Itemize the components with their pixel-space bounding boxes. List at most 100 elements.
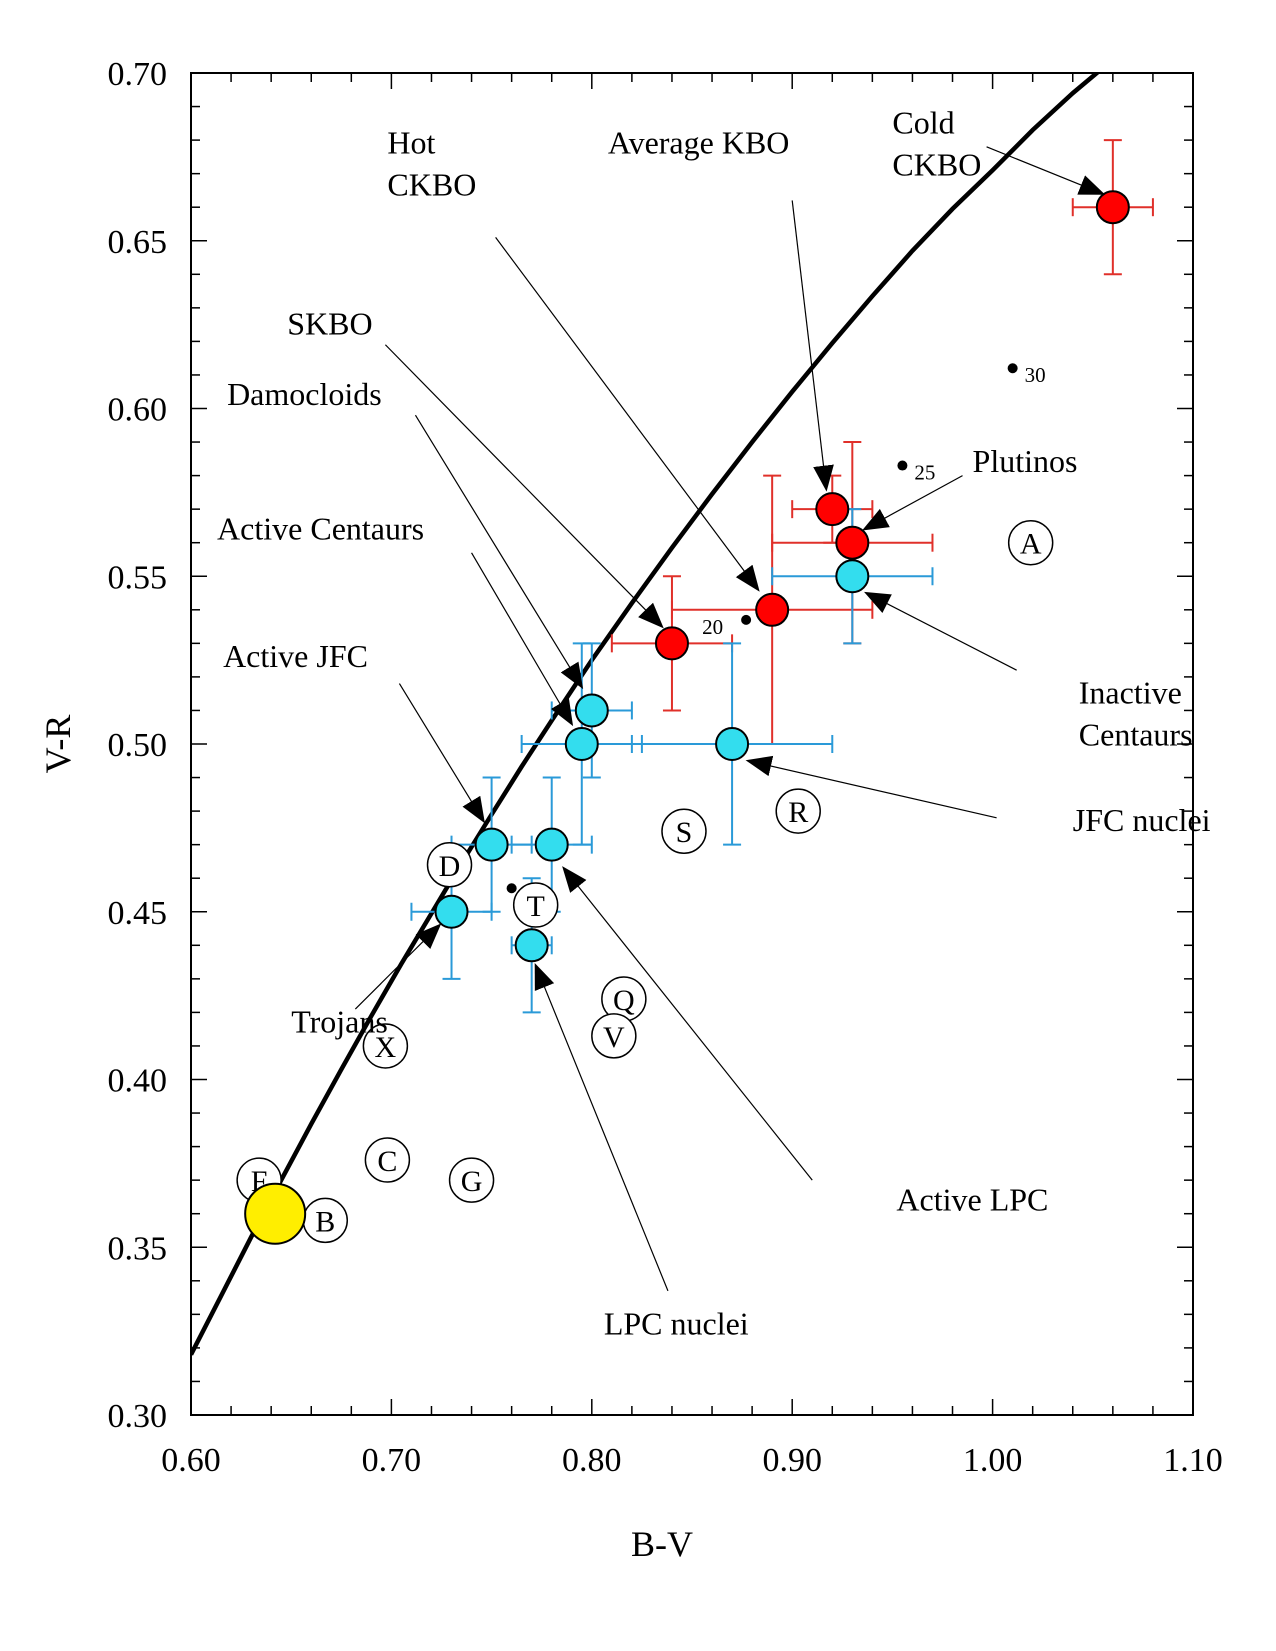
annotation-line: Cold <box>892 104 954 140</box>
point-skbo <box>654 626 689 661</box>
sun-point <box>244 1182 307 1245</box>
y-tick-label: 0.45 <box>108 895 168 932</box>
x-tick-label: 1.10 <box>1163 1442 1223 1479</box>
arrow-average-kbo <box>791 200 834 492</box>
arrow-skbo <box>384 344 664 629</box>
curve-marker-10 <box>506 883 517 894</box>
annotation-line: Inactive <box>1079 675 1182 711</box>
class-label-a: A <box>1020 528 1042 561</box>
class-circle-s <box>661 808 707 854</box>
annotation-inactive-centaurs: Inactive Centaurs <box>1079 675 1193 753</box>
annotation-line: Plutinos <box>973 443 1078 479</box>
arrow-inactive-centaurs <box>864 591 1017 671</box>
arrow-lpc-nuclei <box>534 963 669 1292</box>
annotation-line: JFC nuclei <box>1073 802 1211 838</box>
annotation-line: Damocloids <box>227 376 382 412</box>
y-tick-label: 0.50 <box>108 727 168 764</box>
class-label-g: G <box>461 1165 483 1198</box>
y-tick-label: 0.60 <box>108 392 168 429</box>
class-label-d: D <box>439 850 461 883</box>
annotation-damocloids: Damocloids <box>227 376 382 412</box>
reddening-curve <box>191 73 1101 1356</box>
arrow-trojans <box>354 923 442 1010</box>
annotation-line: Average KBO <box>608 125 790 161</box>
y-tick-label: 0.65 <box>108 224 168 261</box>
annotation-line: Active Centaurs <box>217 510 424 546</box>
x-tick-label: 0.60 <box>161 1442 221 1479</box>
annotation-line: Trojans <box>291 1004 388 1040</box>
point-average-kbo <box>815 492 850 527</box>
point-active-lpc <box>534 827 569 862</box>
arrow-active-centaurs <box>471 552 574 727</box>
arrow-hot-ckbo <box>495 237 760 592</box>
point-jfc-nuclei <box>715 727 750 761</box>
point-active-centaurs <box>564 727 599 761</box>
y-tick-label: 0.35 <box>108 1230 168 1267</box>
point-damocloids <box>574 693 609 728</box>
point-trojans <box>434 894 469 929</box>
annotation-plutinos: Plutinos <box>973 443 1078 479</box>
annotation-line: LPC nuclei <box>604 1305 749 1341</box>
curve-marker-20 <box>741 614 752 625</box>
class-label-v: V <box>603 1021 625 1054</box>
curve-marker-25 <box>897 460 908 471</box>
class-label-q: Q <box>613 984 635 1017</box>
curve-marker-30 <box>1007 363 1018 374</box>
point-lpc-nuclei <box>514 928 549 963</box>
y-tick-label: 0.30 <box>108 1398 168 1435</box>
annotation-line: SKBO <box>287 306 372 342</box>
x-tick-label: 0.90 <box>762 1442 822 1479</box>
x-tick-label: 1.00 <box>963 1442 1023 1479</box>
annotation-line: Active JFC <box>223 638 368 674</box>
curve-marker-label-25: 25 <box>914 461 935 485</box>
class-label-b: B <box>315 1205 335 1238</box>
x-tick-label: 0.80 <box>562 1442 622 1479</box>
arrow-damocloids <box>414 414 584 690</box>
annotation-line: CKBO <box>892 146 981 182</box>
class-circle-g <box>448 1157 495 1203</box>
x-tick-label: 0.70 <box>362 1442 422 1479</box>
y-tick-label: 0.70 <box>108 56 168 93</box>
annotation-jfc-nuclei: JFC nuclei <box>1073 802 1211 838</box>
point-hot-ckbo <box>755 592 790 627</box>
annotation-average-kbo: Average KBO <box>608 125 790 161</box>
point-inactive-centaurs <box>835 559 870 594</box>
annotation-hot-ckbo: Hot CKBO <box>387 125 476 203</box>
class-circle-x <box>362 1023 409 1069</box>
annotation-line: Hot <box>387 125 435 161</box>
annotation-active-centaurs: Active Centaurs <box>217 510 424 546</box>
class-label-t: T <box>527 890 545 923</box>
class-label-r: R <box>788 796 808 829</box>
point-plutinos <box>835 525 870 560</box>
point-active-jfc <box>474 827 509 862</box>
arrow-active-lpc <box>562 866 813 1181</box>
arrow-active-jfc <box>398 683 485 824</box>
y-tick-label: 0.55 <box>108 559 168 596</box>
point-cold-ckbo <box>1095 190 1130 225</box>
class-label-s: S <box>676 816 693 849</box>
plot-frame <box>190 72 1194 1416</box>
class-circle-d <box>426 842 473 888</box>
curve-marker-label-30: 30 <box>1025 363 1046 387</box>
annotation-line: CKBO <box>387 167 476 203</box>
annotation-cold-ckbo: Cold CKBO <box>892 104 981 182</box>
annotation-trojans: Trojans <box>291 1004 388 1040</box>
annotation-lpc-nuclei: LPC nuclei <box>604 1305 749 1341</box>
arrow-jfc-nuclei <box>745 755 997 819</box>
annotation-active-lpc: Active LPC <box>896 1181 1048 1217</box>
arrow-cold-ckbo <box>986 146 1106 195</box>
annotation-active-jfc: Active JFC <box>223 638 368 674</box>
class-label-x: X <box>375 1031 397 1064</box>
annotation-line: Centaurs <box>1079 717 1193 753</box>
class-circle-r <box>775 788 821 834</box>
x-axis-title: B-V <box>631 1524 693 1564</box>
y-axis-title: V-R <box>38 715 78 774</box>
class-circle-c <box>364 1137 411 1183</box>
class-label-c: C <box>377 1145 397 1178</box>
annotation-line: Active LPC <box>896 1181 1048 1217</box>
y-tick-label: 0.40 <box>108 1063 168 1100</box>
annotation-skbo: SKBO <box>287 306 372 342</box>
class-circle-a <box>1007 519 1054 566</box>
class-circle-t <box>512 882 559 928</box>
